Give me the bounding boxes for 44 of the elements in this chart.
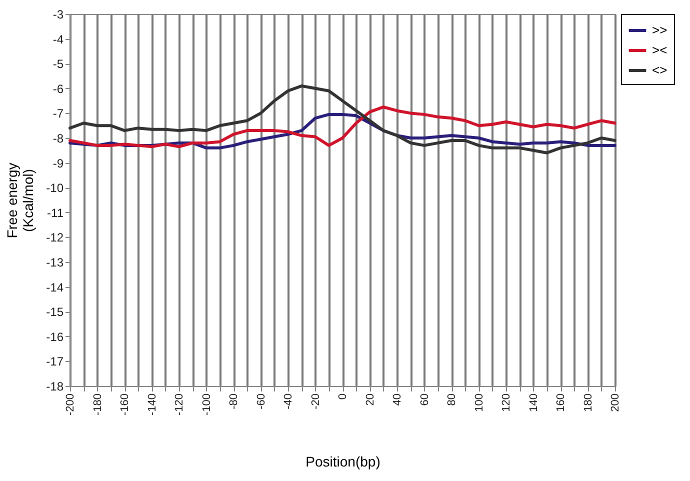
x-tick-label: 40 [392, 394, 404, 406]
legend-label: <> [652, 62, 668, 78]
y-tick-label: -3 [52, 8, 64, 22]
legend-label: >< [652, 42, 668, 58]
y-tick-label: -12 [46, 230, 64, 245]
y-axis-title: Free energy (Kcal/mol) [4, 162, 36, 238]
y-tick-label: -14 [46, 280, 64, 294]
line-series [68, 84, 616, 154]
legend-label: >> [652, 22, 668, 38]
y-tick-label: -11 [47, 206, 64, 220]
y-tick-label: -15 [46, 305, 64, 320]
x-tick-label: -80 [228, 394, 240, 410]
x-tick-label: -180 [92, 394, 104, 416]
x-axis-title: Position(bp) [306, 454, 380, 470]
x-tick-label: -120 [174, 394, 186, 416]
x-tick-label: -40 [282, 394, 294, 410]
x-tick-label: 200 [610, 394, 622, 412]
x-tick-label: 160 [555, 394, 567, 412]
y-tick-label: -7 [52, 106, 64, 121]
x-tick-label: -160 [119, 394, 131, 416]
x-tick-label: 180 [582, 394, 594, 412]
y-tick-label: -8 [52, 132, 64, 146]
x-tick-label: 80 [446, 394, 458, 406]
x-tick-label: 20 [364, 394, 376, 406]
y-tick-label: -6 [52, 82, 64, 96]
x-tick-label: 100 [473, 394, 486, 412]
y-tick-label: -18 [46, 380, 64, 394]
line-series [68, 106, 616, 148]
x-tick-label: -100 [200, 394, 213, 416]
x-tick-label: -60 [255, 394, 268, 410]
x-tick-label: -140 [146, 394, 158, 416]
x-tick-label: 0 [337, 394, 349, 400]
y-tick-label: -4 [52, 32, 64, 46]
y-tick-label: -9 [52, 156, 64, 170]
x-tick-label: 140 [528, 394, 540, 412]
x-tick-label: 60 [418, 394, 431, 406]
y-tick-label: -10 [46, 181, 64, 196]
x-tick-label: 120 [500, 394, 512, 412]
x-tick-label: -200 [64, 394, 76, 416]
y-tick-label: -17 [46, 354, 64, 369]
y-tick-label: -5 [52, 57, 64, 72]
y-tick-label: -13 [46, 256, 64, 270]
y-tick-label: -16 [46, 330, 64, 344]
x-tick-label: -20 [310, 394, 322, 410]
